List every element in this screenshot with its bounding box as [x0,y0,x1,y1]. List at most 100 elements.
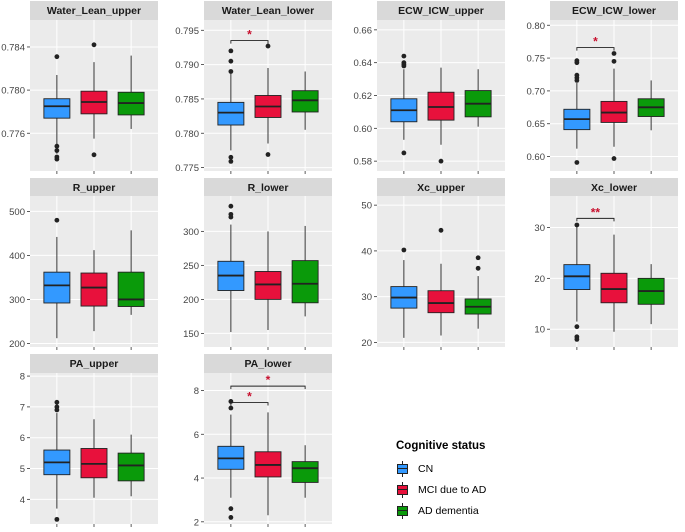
box-mci-due-to-ad [427,67,455,164]
outlier-point [54,143,60,149]
panel-title: PA_upper [70,358,119,370]
y-tick-label: 0.75 [527,54,546,65]
box-ad-dementia [464,255,492,329]
box-body [117,452,145,482]
outlier-point [401,150,407,156]
panel-9: PA_lower 2 4 6 8 * * [194,354,332,528]
outlier-point [54,148,60,153]
outlier-point [228,48,234,54]
y-tick-label: 0.785 [175,94,199,105]
box-body [217,101,245,126]
box-body [80,272,108,307]
box-ad-dementia [637,264,665,325]
y-tick-label: 6 [20,433,25,444]
y-tick-label: 0.60 [527,152,546,163]
significance-label: * [593,35,598,49]
outlier-point [574,78,580,83]
box-mci-due-to-ad [254,231,282,330]
outlier-point [91,152,97,158]
y-tick-label: 400 [9,251,25,262]
panel-title: ECW_ICW_upper [398,5,484,17]
box-body [43,98,71,119]
y-tick-label: 250 [183,261,199,272]
legend-label-cn: CN [418,462,434,475]
y-tick-label: 7 [20,402,25,413]
panel-strip [377,178,505,196]
y-tick-label: 500 [9,207,25,218]
panel-strip [550,1,678,20]
y-tick-label: 0.780 [175,129,199,140]
legend-title: Cognitive status [396,440,486,452]
box-mci-due-to-ad [80,42,108,158]
panel-strip [204,178,332,196]
outlier-point [228,515,234,520]
y-tick-label: 8 [20,372,25,383]
panel-title: Water_Lean_upper [47,5,141,17]
panel-title: Xc_lower [591,182,637,194]
y-tick-label: 30 [534,223,545,234]
significance-bracket: * [576,35,615,51]
outlier-point [475,265,481,271]
outlier-point [611,156,617,161]
panel-title: PA_lower [244,358,291,370]
panel-7: Xc_lower 10 20 30 ** [534,178,678,350]
y-tick-label: 0.775 [175,163,199,174]
legend-label-mci: MCI due to AD [418,483,487,496]
y-tick-label: 0.65 [527,119,546,130]
y-tick-label: 10 [534,325,545,336]
panel-title: R_lower [248,182,289,194]
bracket-line [230,402,269,406]
outlier-point [438,158,444,164]
panel-3: ECW_ICW_lower 0.60 0.65 0.70 0.75 0.80 * [527,1,678,174]
outlier-point [54,399,60,405]
y-tick-label: 200 [9,339,25,350]
outlier-point [401,247,407,253]
outlier-point [228,405,234,411]
outlier-point [54,516,60,522]
box-cn [390,53,418,156]
outlier-point [54,54,60,60]
y-tick-label: 4 [194,474,199,485]
outlier-point [401,53,407,59]
outlier-point [228,203,234,209]
box-cn [563,222,591,342]
y-tick-label: 0.80 [527,21,546,32]
box-body [43,271,71,304]
outlier-point [438,227,444,233]
bracket-line [230,40,269,44]
box-mci-due-to-ad [80,419,108,498]
significance-label: ** [591,205,601,219]
significance-bracket: ** [576,205,615,222]
significance-bracket: * [230,390,269,406]
panel-strip [204,354,332,373]
y-tick-label: 40 [361,246,372,257]
box-cn [217,48,245,164]
panel-5: R_lower 150 200 250 300 [183,178,332,350]
box-ad-dementia [637,80,665,131]
significance-bracket: * [230,373,306,390]
outlier-point [228,158,234,164]
panel-strip [550,178,678,196]
box-ad-dementia [291,71,319,130]
outlier-point [265,152,271,157]
box-body [291,461,319,483]
y-tick-label: 5 [20,464,25,475]
y-tick-label: 6 [194,430,199,441]
outlier-point [574,336,580,342]
y-tick-label: 200 [183,295,199,306]
outlier-point [54,156,60,162]
box-mci-due-to-ad [427,227,455,336]
y-tick-label: 0.790 [175,60,199,71]
legend-key-ad [396,502,410,519]
outlier-point [228,154,234,160]
panel-strip [30,354,158,373]
y-tick-label: 8 [194,386,199,397]
y-tick-label: 300 [9,295,25,306]
panel-title: Water_Lean_lower [222,5,314,17]
legend-key-mci [396,481,410,498]
box-ad-dementia [117,230,145,315]
box-cn [217,203,245,333]
panel-0: Water_Lean_upper 0.776 0.780 0.784 [1,1,158,174]
box-ad-dementia [291,225,319,317]
